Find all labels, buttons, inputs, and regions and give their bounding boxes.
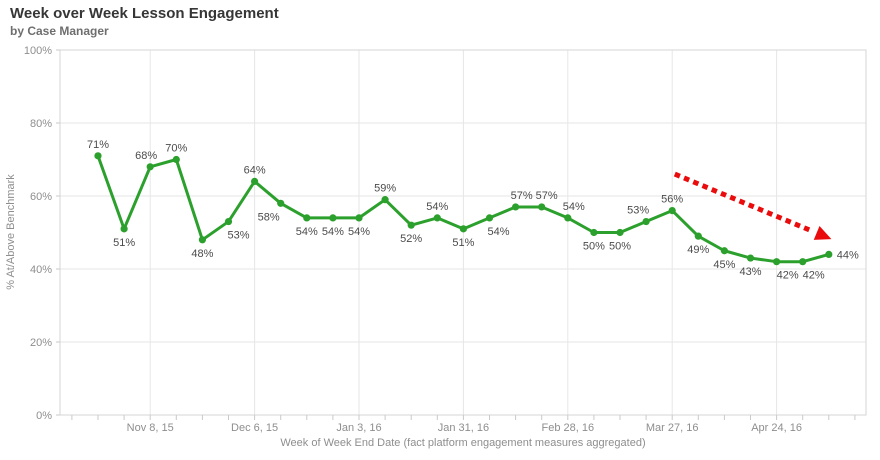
data-point-label: 57% — [536, 190, 558, 202]
trend-arrow-head — [813, 226, 832, 240]
y-tick-label: 80% — [30, 118, 52, 130]
data-point-mark[interactable] — [825, 250, 833, 258]
data-point-label: 59% — [374, 183, 396, 195]
data-point-mark[interactable] — [251, 177, 259, 185]
data-point-mark[interactable] — [329, 214, 337, 222]
data-point-label: 54% — [487, 226, 509, 238]
y-tick-label: 60% — [30, 191, 52, 203]
data-point-label: 71% — [87, 139, 109, 151]
data-point-mark[interactable] — [94, 152, 102, 160]
data-point-label: 54% — [296, 226, 318, 238]
data-point-mark[interactable] — [303, 214, 311, 222]
x-tick-label: Apr 24, 16 — [751, 422, 802, 434]
data-point-mark[interactable] — [277, 199, 285, 207]
data-point-label: 43% — [739, 266, 761, 278]
gridlines — [60, 50, 866, 415]
data-point-label: 51% — [113, 237, 135, 249]
data-point-mark[interactable] — [511, 203, 520, 211]
data-point-label: 50% — [583, 241, 605, 253]
data-point-mark[interactable] — [694, 232, 702, 240]
data-point-mark[interactable] — [407, 221, 415, 229]
data-point-label: 54% — [563, 201, 585, 213]
data-point-label: 49% — [687, 244, 709, 256]
data-point-label: 58% — [258, 211, 280, 223]
data-point-mark[interactable] — [616, 228, 624, 237]
data-point-label: 51% — [452, 237, 474, 249]
data-point-label: 54% — [322, 226, 344, 238]
data-point-label: 56% — [661, 194, 683, 206]
data-point-mark[interactable] — [668, 207, 676, 215]
trend-arrow-line — [673, 171, 813, 233]
y-axis-title: % At/Above Benchmark — [5, 174, 17, 290]
data-point-mark[interactable] — [746, 254, 755, 262]
data-point-label: 68% — [135, 150, 157, 162]
data-point-label: 48% — [191, 248, 213, 260]
data-point-label: 50% — [609, 241, 631, 253]
data-point-label: 44% — [837, 249, 859, 261]
chart-subtitle: by Case Manager — [10, 24, 109, 38]
x-tick-label: Mar 27, 16 — [646, 422, 699, 434]
x-tick-label: Nov 8, 15 — [127, 422, 174, 434]
data-point-mark[interactable] — [773, 258, 781, 266]
data-point-mark[interactable] — [485, 214, 494, 222]
data-point-label: 42% — [777, 270, 799, 282]
data-series — [94, 152, 833, 266]
data-point-mark[interactable] — [433, 214, 441, 222]
x-axis-title: Week of Week End Date (fact platform eng… — [280, 437, 645, 449]
y-tick-label: 0% — [36, 410, 52, 422]
data-point-label: 53% — [627, 205, 649, 217]
data-point-mark[interactable] — [590, 228, 598, 237]
data-point-mark[interactable] — [799, 258, 807, 266]
y-tick-label: 20% — [30, 337, 52, 349]
trend-arrow-annotation — [673, 171, 832, 240]
data-point-label: 70% — [165, 143, 187, 155]
data-point-mark[interactable] — [538, 203, 546, 211]
x-tick-label: Jan 31, 16 — [438, 422, 489, 434]
data-point-mark[interactable] — [381, 196, 389, 204]
data-point-mark[interactable] — [642, 217, 650, 226]
data-point-label: 54% — [426, 201, 448, 213]
x-tick-label: Feb 28, 16 — [542, 422, 595, 434]
data-point-mark[interactable] — [120, 225, 128, 233]
x-tick-label: Dec 6, 15 — [231, 422, 278, 434]
data-point-mark[interactable] — [564, 214, 572, 222]
chart-title: Week over Week Lesson Engagement — [10, 5, 279, 22]
y-tick-label: 100% — [24, 45, 52, 57]
data-point-mark[interactable] — [720, 247, 729, 255]
data-point-label: 53% — [227, 230, 249, 242]
data-point-label: 42% — [803, 270, 825, 282]
y-tick-label: 40% — [30, 264, 52, 276]
data-point-mark[interactable] — [355, 214, 363, 222]
data-point-mark[interactable] — [224, 217, 233, 226]
data-point-mark[interactable] — [172, 155, 180, 164]
data-point-mark[interactable] — [198, 236, 206, 244]
data-point-label: 57% — [511, 190, 533, 202]
data-point-label: 64% — [244, 164, 266, 176]
data-point-mark[interactable] — [146, 163, 154, 171]
data-point-label: 45% — [713, 259, 735, 271]
point-labels: 71% 51% 68% 70% 48% 53% 64% 58% 54% 54% 54% 59% 52% 5… — [87, 139, 859, 282]
axes: 0% 20% 40% 60% 80% 100% Nov 8, 15 Dec 6, 15 Jan … — [24, 45, 867, 434]
data-point-label: 54% — [348, 226, 370, 238]
data-point-mark[interactable] — [459, 225, 467, 233]
x-tick-label: Jan 3, 16 — [336, 422, 381, 434]
data-point-label: 52% — [400, 233, 422, 245]
